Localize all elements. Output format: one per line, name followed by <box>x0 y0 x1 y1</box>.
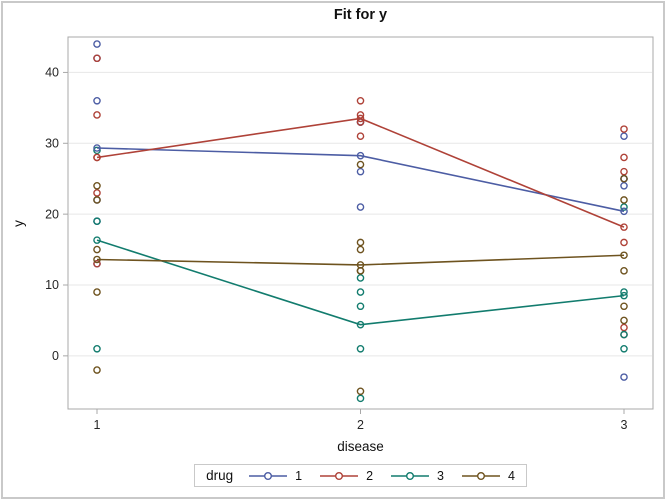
observation-marker-drug-1 <box>620 181 628 190</box>
fit-mean-marker-drug-1 <box>356 151 365 160</box>
observation-marker-drug-2 <box>356 132 365 140</box>
observation-marker-drug-4 <box>93 366 101 374</box>
observation-marker-drug-2 <box>93 54 101 63</box>
observation-marker-drug-3 <box>93 146 101 155</box>
observation-marker-drug-2 <box>93 189 101 197</box>
legend-entry-drug-3: 3 <box>390 469 444 483</box>
observation-marker-drug-1 <box>93 40 101 48</box>
observation-marker-drug-3 <box>620 203 628 211</box>
legend-swatch-line-marker-icon <box>391 471 430 480</box>
observation-marker-drug-3 <box>93 217 101 226</box>
fit-mean-marker-drug-2 <box>620 223 628 231</box>
x-axis-label: disease <box>337 439 384 454</box>
legend-entry-label: 3 <box>437 468 444 483</box>
fit-line-drug-4 <box>96 254 625 266</box>
legend-entry-drug-2: 2 <box>319 469 373 483</box>
observation-marker-drug-4 <box>356 245 365 254</box>
legend-title: drug <box>206 468 234 483</box>
observation-marker-drug-4 <box>620 267 628 275</box>
observation-marker-drug-1 <box>93 96 101 105</box>
observation-marker-drug-3 <box>356 344 365 353</box>
observation-marker-drug-4 <box>93 245 101 254</box>
observation-marker-drug-4 <box>620 196 628 204</box>
chart-title: Fit for y <box>333 7 388 23</box>
observation-marker-drug-3 <box>356 274 365 282</box>
x-tick-label-1: 1 <box>94 418 101 432</box>
fit-line-drug-3 <box>96 239 625 326</box>
observation-marker-drug-3 <box>93 344 101 353</box>
fit-mean-marker-drug-4 <box>356 261 365 269</box>
y-tick-label-0: 0 <box>52 349 59 363</box>
observation-marker-drug-2 <box>620 238 628 247</box>
legend-entry-label: 1 <box>295 468 303 483</box>
x-tick-label-3: 3 <box>621 418 628 432</box>
legend-entry-drug-4: 4 <box>461 469 515 483</box>
observation-marker-drug-1 <box>620 373 628 381</box>
plot-frame <box>67 36 654 410</box>
observation-marker-drug-1 <box>620 132 628 140</box>
observation-marker-drug-3 <box>620 288 628 296</box>
observation-marker-drug-1 <box>356 167 365 176</box>
fit-mean-marker-drug-4 <box>620 251 628 260</box>
observation-marker-drug-4 <box>356 160 365 169</box>
observation-marker-drug-4 <box>356 387 365 396</box>
observation-marker-drug-4 <box>620 316 628 325</box>
y-tick-label-40: 40 <box>45 66 59 80</box>
observation-marker-drug-4 <box>620 302 628 311</box>
y-axis-label: y <box>10 219 26 227</box>
observation-marker-drug-2 <box>356 96 365 105</box>
observation-marker-drug-2 <box>620 125 628 133</box>
x-tick-label-2: 2 <box>357 418 364 432</box>
observation-marker-drug-3 <box>620 330 628 339</box>
observation-marker-drug-2 <box>93 111 101 119</box>
fit-line-drug-2 <box>96 117 625 228</box>
observation-marker-drug-4 <box>93 181 101 190</box>
observation-marker-drug-1 <box>356 203 365 211</box>
observation-marker-drug-4 <box>356 238 365 247</box>
legend-row: drug 1 2 3 4 <box>68 464 653 487</box>
observation-marker-drug-2 <box>620 153 628 162</box>
observation-marker-drug-4 <box>93 288 101 296</box>
legend-entries: 1 2 3 4 <box>248 469 515 483</box>
fit-mean-marker-drug-2 <box>356 114 365 123</box>
observation-marker-drug-3 <box>356 302 365 311</box>
legend: drug 1 2 3 4 <box>194 464 527 487</box>
fit-mean-marker-drug-1 <box>620 207 628 216</box>
y-axis-label-wrap: y <box>7 212 29 234</box>
observation-marker-drug-2 <box>93 259 101 268</box>
fit-mean-marker-drug-3 <box>356 320 365 329</box>
legend-swatch-line-marker-icon <box>461 471 500 480</box>
observation-marker-drug-3 <box>356 394 365 403</box>
observation-marker-drug-3 <box>620 344 628 353</box>
y-tick-label-20: 20 <box>45 207 59 221</box>
observation-marker-drug-3 <box>356 288 365 296</box>
observation-marker-drug-2 <box>620 167 628 176</box>
fit-line-drug-1 <box>96 147 625 213</box>
legend-entry-label: 2 <box>366 468 374 483</box>
y-tick-label-30: 30 <box>45 136 59 150</box>
observation-marker-drug-4 <box>620 174 628 183</box>
fit-mean-marker-drug-3 <box>620 291 628 300</box>
legend-swatch-line-marker-icon <box>320 471 359 480</box>
fit-mean-marker-drug-2 <box>93 153 101 162</box>
legend-swatch-line-marker-icon <box>249 471 288 480</box>
observation-marker-drug-4 <box>93 196 101 204</box>
legend-entry-drug-1: 1 <box>248 469 302 483</box>
fit-mean-marker-drug-1 <box>93 144 101 152</box>
legend-entry-label: 4 <box>507 468 515 483</box>
fit-mean-marker-drug-3 <box>93 236 101 244</box>
y-tick-label-10: 10 <box>45 278 59 292</box>
fit-mean-marker-drug-4 <box>93 255 101 264</box>
observation-marker-drug-2 <box>620 323 628 332</box>
